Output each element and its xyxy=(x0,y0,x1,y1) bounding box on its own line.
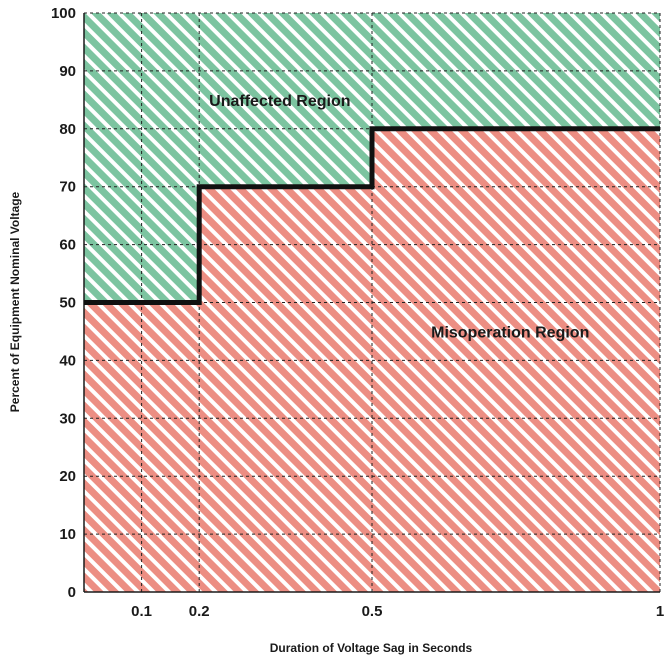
y-tick-label: 100 xyxy=(51,5,76,22)
unaffected-region-label: Unaffected Region xyxy=(209,93,350,110)
x-tick-label: 0.5 xyxy=(362,603,383,620)
y-axis-title: Percent of Equipment Nominal Voltage xyxy=(8,191,22,412)
misoperation-region-label: Misoperation Region xyxy=(431,324,589,341)
x-axis-title: Duration of Voltage Sag in Seconds xyxy=(270,641,473,655)
y-axis-ticks: 0 10 20 30 40 50 60 70 80 90 100 xyxy=(51,5,76,601)
y-tick-label: 10 xyxy=(59,526,76,543)
y-tick-label: 70 xyxy=(59,179,76,196)
y-tick-label: 20 xyxy=(59,468,76,485)
x-axis-ticks: 0.1 0.2 0.5 1 xyxy=(131,603,664,620)
y-tick-label: 40 xyxy=(59,352,76,369)
x-tick-label: 0.1 xyxy=(131,603,152,620)
y-tick-label: 0 xyxy=(68,584,76,601)
y-tick-label: 60 xyxy=(59,237,76,254)
y-tick-label: 80 xyxy=(59,121,76,138)
x-tick-label: 1 xyxy=(656,603,664,620)
x-tick-label: 0.2 xyxy=(189,603,210,620)
y-tick-label: 90 xyxy=(59,63,76,80)
y-tick-label: 50 xyxy=(59,295,76,312)
threshold-boundary-line xyxy=(84,126,660,305)
y-tick-label: 30 xyxy=(59,410,76,427)
